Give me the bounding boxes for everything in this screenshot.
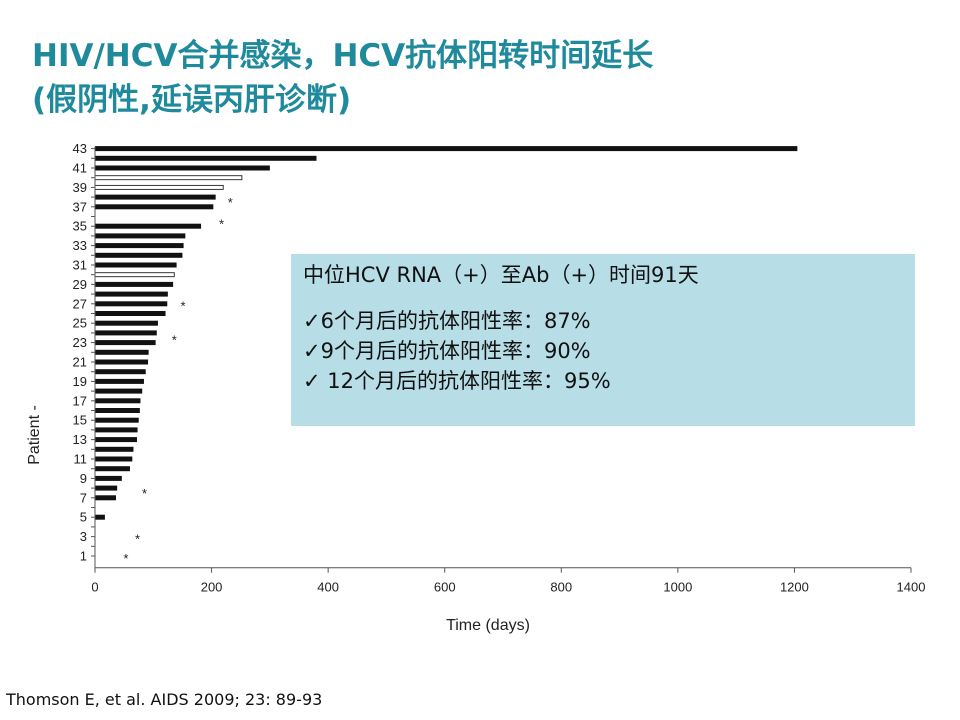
patient-bar-18 (95, 388, 143, 394)
y-tick-label: 33 (73, 238, 87, 253)
y-tick-label: 43 (73, 141, 87, 156)
x-tick-label: 600 (434, 580, 456, 595)
summary-callout-box: 中位HCV RNA（+）至Ab（+）时间91天 ✓6个月后的抗体阳性率：87% … (291, 254, 915, 426)
patient-bar-9 (95, 475, 122, 481)
patient-bar-5 (95, 514, 105, 520)
patient-bar-12 (95, 446, 134, 452)
y-tick-label: 11 (74, 452, 88, 467)
patient-bar-37 (95, 204, 214, 210)
seropositive-rate-12-months: ✓ 12个月后的抗体阳性率：95% (303, 369, 611, 393)
patient-bar-26 (95, 311, 166, 316)
y-tick-label: 7 (80, 490, 87, 505)
patient-bar-21 (95, 359, 149, 365)
y-tick-label: 27 (73, 296, 87, 311)
slide-title: HIV/HCV合并感染，HCV抗体阳转时间延长 (假阴性,延误丙肝诊断) (32, 34, 653, 122)
y-tick-label: 3 (80, 529, 87, 544)
axes-layer: 0 200 400 600 800 1000 1200 1400135791113151719… (73, 141, 926, 595)
patient-bar-17 (95, 398, 141, 404)
x-tick-label: 1400 (897, 580, 926, 595)
y-tick-label: 37 (73, 199, 87, 214)
patient-bar-33 (95, 243, 184, 249)
patient-bar-31 (95, 262, 177, 268)
y-axis-label: Patient - (26, 405, 43, 465)
x-tick-label: 800 (550, 580, 572, 595)
slide-title-line2: (假阴性,延误丙肝诊断) (32, 82, 352, 118)
patient-bar-15 (95, 417, 139, 423)
patient-bar-35 (95, 223, 202, 229)
patient-bar-43 (95, 146, 798, 152)
patient-bar-10 (95, 466, 130, 472)
patient-bar-16 (95, 408, 140, 413)
median-seroconversion-text: 中位HCV RNA（+）至Ab（+）时间91天 (303, 263, 699, 287)
slide-title-line1: HIV/HCV合并感染，HCV抗体阳转时间延长 (32, 38, 654, 74)
bars-layer (94, 146, 798, 520)
patient-bar-25 (95, 320, 158, 326)
x-axis-label: Time (days) (446, 617, 530, 634)
patient-bar-7 (95, 495, 116, 501)
y-tick-label: 17 (73, 393, 87, 408)
x-tick-label: 0 (91, 580, 98, 595)
patient-bar-8 (95, 485, 118, 491)
asterisk-marker-7: * (123, 551, 128, 566)
y-tick-label: 25 (73, 316, 87, 331)
y-tick-label: 9 (80, 471, 87, 486)
patient-bar-20 (95, 369, 146, 375)
patient-bar-19 (95, 378, 144, 384)
patient-bar-32 (95, 252, 183, 258)
y-tick-label: 41 (73, 161, 87, 176)
asterisk-marker-6: * (135, 532, 140, 547)
x-tick-label: 1200 (780, 580, 809, 595)
patient-bar-34 (95, 233, 186, 239)
asterisk-marker-3: * (180, 299, 185, 314)
patient-bar-24 (95, 330, 157, 336)
y-tick-label: 15 (73, 413, 87, 428)
patient-bar-41 (95, 165, 270, 171)
y-tick-label: 1 (80, 549, 87, 564)
patient-bar-13 (95, 437, 137, 443)
patient-bar-14 (95, 427, 138, 433)
y-tick-label: 13 (73, 432, 87, 447)
patient-bar-23 (95, 340, 156, 346)
patient-bar-11 (95, 456, 133, 462)
y-tick-label: 19 (73, 374, 87, 389)
asterisk-marker-5: * (142, 486, 147, 501)
patient-bar-29 (95, 281, 174, 287)
y-tick-label: 29 (73, 277, 87, 292)
patient-bar-40 (94, 175, 243, 181)
y-tick-label: 23 (73, 335, 87, 350)
reference-citation: Thomson E, et al. AIDS 2009; 23: 89-93 (6, 690, 323, 709)
x-tick-label: 1000 (663, 580, 692, 595)
y-tick-label: 31 (73, 258, 87, 273)
patient-bar-30 (94, 272, 175, 278)
asterisk-marker-4: * (172, 333, 177, 348)
patient-bar-39 (94, 184, 224, 190)
y-tick-label: 21 (73, 355, 87, 370)
patient-bar-28 (95, 291, 168, 297)
patient-bar-42 (95, 155, 317, 161)
patient-bar-27 (95, 301, 168, 307)
y-tick-label: 39 (73, 180, 87, 195)
patient-bar-38 (95, 194, 216, 200)
asterisk-marker-1: * (228, 195, 233, 210)
markers-layer: * * * * * * * (123, 195, 232, 566)
y-tick-label: 35 (73, 219, 87, 234)
asterisk-marker-2: * (219, 216, 224, 231)
y-tick-label: 5 (80, 510, 87, 525)
x-tick-label: 200 (201, 580, 223, 595)
patient-bar-22 (95, 349, 149, 355)
patient-timeline-chart: ******* 0 200 400 600 800 1000 1200 14001357911… (26, 141, 926, 634)
seropositive-rate-9-months: ✓9个月后的抗体阳性率：90% (303, 339, 591, 363)
x-tick-label: 400 (317, 580, 339, 595)
seropositive-rate-6-months: ✓6个月后的抗体阳性率：87% (303, 309, 591, 333)
